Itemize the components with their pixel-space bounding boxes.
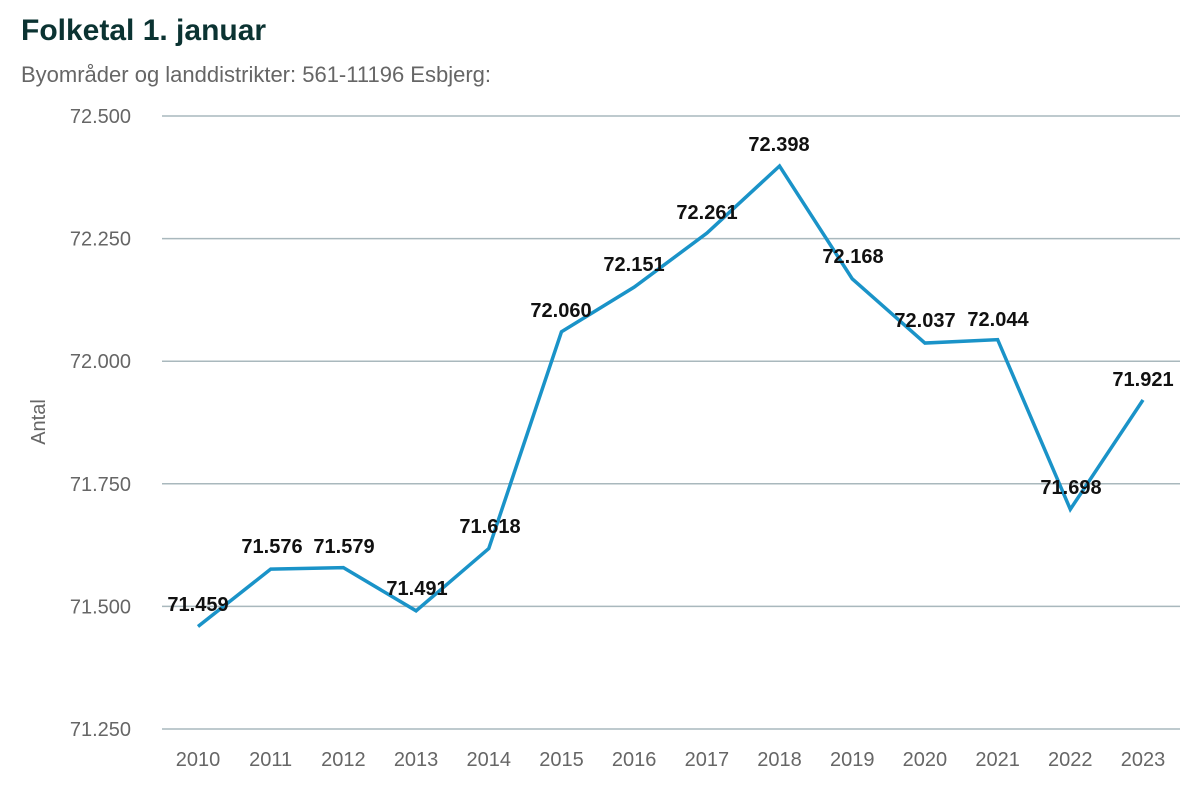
x-tick-label: 2015 bbox=[539, 749, 584, 771]
data-label: 71.698 bbox=[1040, 477, 1101, 499]
series-line bbox=[196, 163, 1145, 628]
data-label: 72.261 bbox=[676, 202, 737, 224]
y-axis-ticks: 71.250 71.500 71.750 72.000 72.250 72.500 bbox=[70, 106, 131, 741]
x-tick-label: 2020 bbox=[903, 749, 948, 771]
x-tick-label: 2013 bbox=[394, 749, 439, 771]
x-tick-label: 2022 bbox=[1048, 749, 1093, 771]
data-label: 71.576 bbox=[241, 536, 302, 558]
x-tick-label: 2014 bbox=[467, 749, 512, 771]
x-tick-label: 2011 bbox=[249, 749, 292, 771]
y-tick-label: 71.250 bbox=[70, 719, 131, 741]
x-tick-label: 2012 bbox=[321, 749, 366, 771]
x-tick-label: 2017 bbox=[685, 749, 730, 771]
gridlines bbox=[162, 115, 1180, 730]
y-axis-title: Antal bbox=[28, 399, 50, 445]
x-axis-ticks: 2010 2011 2012 2013 2014 2015 2016 2017 2018 2019… bbox=[176, 749, 1166, 771]
series-group bbox=[196, 163, 1145, 628]
data-label: 72.151 bbox=[603, 254, 664, 276]
data-label: 71.491 bbox=[386, 578, 447, 600]
data-label: 71.579 bbox=[313, 536, 374, 558]
y-tick-label: 72.500 bbox=[70, 106, 131, 128]
chart-title: Folketal 1. januar bbox=[21, 14, 267, 47]
data-label: 71.618 bbox=[459, 516, 520, 538]
chart-subtitle: Byområder og landdistrikter: 561-11196 E… bbox=[21, 62, 491, 87]
x-tick-label: 2010 bbox=[176, 749, 221, 771]
y-tick-label: 71.500 bbox=[70, 596, 131, 618]
y-tick-label: 71.750 bbox=[70, 474, 131, 496]
data-label: 72.168 bbox=[822, 246, 883, 268]
data-labels: 71.459 71.576 71.579 71.491 71.618 72.060 72.1… bbox=[167, 134, 1173, 616]
data-label: 72.044 bbox=[967, 309, 1029, 331]
data-label: 72.037 bbox=[894, 310, 955, 332]
data-label: 72.398 bbox=[748, 134, 809, 156]
y-tick-label: 72.000 bbox=[70, 351, 131, 373]
y-tick-label: 72.250 bbox=[70, 229, 131, 251]
x-tick-label: 2021 bbox=[975, 749, 1020, 771]
x-tick-label: 2018 bbox=[757, 749, 802, 771]
data-label: 72.060 bbox=[530, 300, 591, 322]
x-tick-label: 2019 bbox=[830, 749, 875, 771]
data-label: 71.921 bbox=[1112, 369, 1173, 391]
x-tick-label: 2023 bbox=[1121, 749, 1166, 771]
data-label: 71.459 bbox=[167, 594, 228, 616]
x-tick-label: 2016 bbox=[612, 749, 657, 771]
